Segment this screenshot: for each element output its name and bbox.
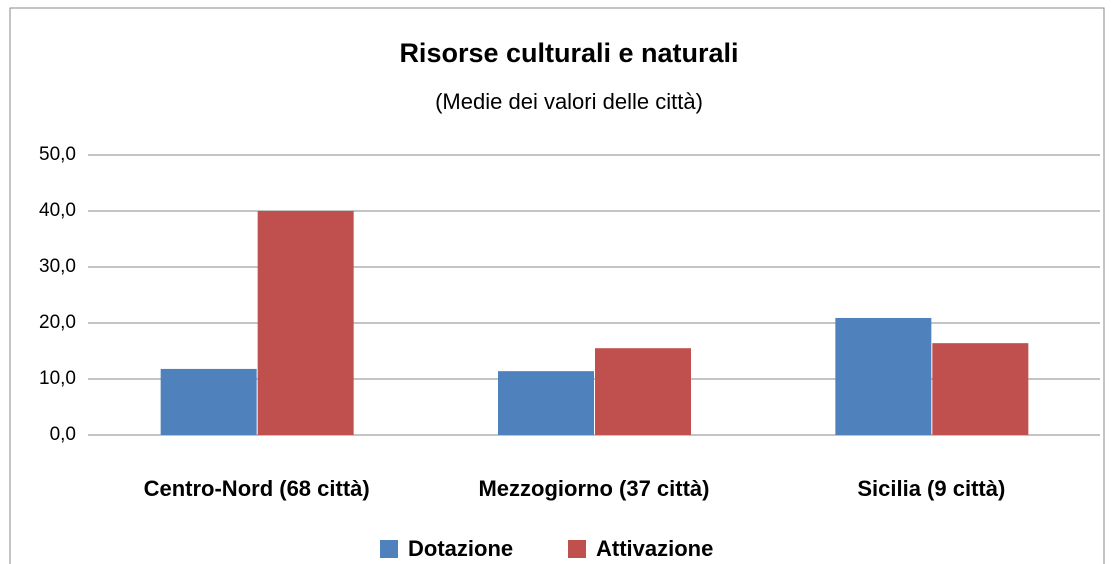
- chart-title: Risorse culturali e naturali: [399, 38, 738, 68]
- x-tick-label: Centro-Nord (68 città): [144, 476, 370, 501]
- bar: [498, 371, 594, 435]
- y-tick-label: 40,0: [39, 200, 76, 221]
- y-tick-label: 20,0: [39, 312, 76, 333]
- y-tick-label: 30,0: [39, 256, 76, 277]
- legend-label: Dotazione: [408, 536, 513, 561]
- legend-swatch: [568, 540, 586, 558]
- chart-border: [9, 7, 1105, 564]
- legend-label: Attivazione: [596, 536, 713, 561]
- bar: [595, 348, 691, 435]
- y-tick-label: 10,0: [39, 368, 76, 389]
- bar: [160, 368, 257, 435]
- legend-swatch: [380, 540, 398, 558]
- bar: [932, 343, 1029, 435]
- x-tick-label: Mezzogiorno (37 città): [478, 476, 709, 501]
- chart-subtitle: (Medie dei valori delle città): [435, 89, 703, 114]
- bar: [257, 211, 354, 435]
- x-tick-label: Sicilia (9 città): [857, 476, 1005, 501]
- y-tick-label: 0,0: [50, 424, 76, 445]
- y-tick-label: 50,0: [39, 144, 76, 165]
- bar: [835, 317, 932, 435]
